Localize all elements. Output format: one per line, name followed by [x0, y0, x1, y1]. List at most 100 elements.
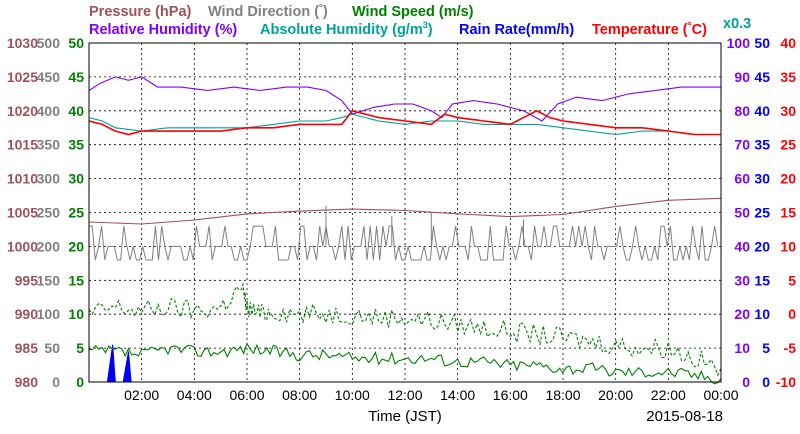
y-tick-humidity: 50 — [734, 205, 750, 221]
y-tick-wind_direction: 100 — [37, 306, 61, 322]
y-tick-temperature: -5 — [784, 340, 797, 356]
y-tick-pressure: 1010 — [7, 171, 38, 187]
series-layer — [88, 76, 722, 385]
y-tick-wind_speed: 15 — [68, 272, 84, 288]
x-tick-label: 08:00 — [282, 387, 317, 403]
y-tick-wind_speed: 50 — [68, 35, 84, 51]
series-temperature — [88, 109, 721, 136]
plot-frame — [88, 42, 722, 383]
y-tick-wind_speed: 25 — [68, 205, 84, 221]
y-tick-wind_speed: 40 — [68, 103, 84, 119]
y-tick-wind_speed: 0 — [76, 374, 84, 390]
y-tick-pressure: 990 — [15, 306, 39, 322]
series-humidity — [88, 76, 721, 122]
legend-wind-direction: Wind Direction (°) — [208, 3, 328, 20]
date-label: 2015-08-18 — [646, 408, 723, 425]
y-tick-temperature: 5 — [788, 272, 796, 288]
x-tick-label: 20:00 — [598, 387, 633, 403]
y-tick-rain_rate: 5 — [762, 340, 770, 356]
y-tick-pressure: 1020 — [7, 103, 38, 119]
x-tick-label: 18:00 — [545, 387, 580, 403]
y-tick-wind_direction: 150 — [37, 272, 61, 288]
y-tick-pressure: 980 — [15, 374, 39, 390]
y-tick-temperature: -10 — [776, 374, 796, 390]
y-tick-humidity: 10 — [734, 340, 750, 356]
y-tick-wind_speed: 30 — [68, 171, 84, 187]
y-tick-wind_speed: 20 — [68, 238, 84, 254]
x-tick-label: 12:00 — [387, 387, 422, 403]
y-tick-pressure: 1015 — [7, 137, 38, 153]
y-tick-humidity: 70 — [734, 137, 750, 153]
y-tick-temperature: 35 — [780, 69, 796, 85]
y-tick-rain_rate: 45 — [754, 69, 770, 85]
y-tick-pressure: 1025 — [7, 69, 38, 85]
y-tick-wind_direction: 500 — [37, 35, 61, 51]
y-tick-wind_speed: 35 — [68, 137, 84, 153]
x-tick-label: 02:00 — [124, 387, 159, 403]
y-tick-pressure: 995 — [15, 272, 39, 288]
y-tick-wind_speed: 45 — [68, 69, 84, 85]
y-tick-pressure: 985 — [15, 340, 39, 356]
x-tick-label: 10:00 — [335, 387, 370, 403]
y-axis-ticks: 1030102510201015101010051000995990985980… — [7, 35, 796, 390]
y-tick-rain_rate: 35 — [754, 137, 770, 153]
y-tick-temperature: 0 — [788, 306, 796, 322]
y-tick-humidity: 30 — [734, 272, 750, 288]
y-tick-rain_rate: 50 — [754, 35, 770, 51]
y-tick-humidity: 80 — [734, 103, 750, 119]
y-tick-wind_speed: 10 — [68, 306, 84, 322]
y-tick-humidity: 20 — [734, 306, 750, 322]
legend-rain-rate: Rain Rate(mm/h) — [459, 22, 574, 38]
legend-rain-scale: x0.3 — [723, 16, 751, 32]
y-tick-temperature: 30 — [780, 103, 796, 119]
y-tick-rain_rate: 15 — [754, 272, 770, 288]
x-tick-label: 16:00 — [493, 387, 528, 403]
y-tick-temperature: 40 — [780, 35, 796, 51]
y-tick-wind_direction: 300 — [37, 171, 61, 187]
y-tick-wind_direction: 200 — [37, 238, 61, 254]
y-tick-wind_speed: 5 — [76, 340, 84, 356]
grid — [89, 43, 721, 382]
x-tick-label: 00:00 — [703, 387, 738, 403]
y-tick-humidity: 90 — [734, 69, 750, 85]
legend-pressure: Pressure (hPa) — [89, 4, 192, 20]
y-tick-rain_rate: 40 — [754, 103, 770, 119]
y-tick-rain_rate: 30 — [754, 171, 770, 187]
x-tick-label: 14:00 — [440, 387, 475, 403]
y-tick-humidity: 100 — [727, 35, 751, 51]
legend-wind-speed: Wind Speed (m/s) — [352, 4, 474, 20]
series-wind-direction — [89, 205, 719, 261]
y-tick-temperature: 15 — [780, 205, 796, 221]
y-tick-temperature: 20 — [780, 171, 796, 187]
legend-absolute-humidity: Absolute Humidity (g/m3) — [260, 20, 433, 38]
y-tick-wind_direction: 50 — [44, 340, 60, 356]
legend: Pressure (hPa) Wind Direction (°) Wind S… — [89, 3, 751, 38]
x-tick-label: 06:00 — [229, 387, 264, 403]
series-pressure — [88, 197, 722, 225]
y-tick-wind_direction: 250 — [37, 205, 61, 221]
legend-temperature: Temperature (°C) — [592, 21, 707, 38]
x-tick-label: 22:00 — [651, 387, 686, 403]
y-tick-humidity: 60 — [734, 171, 750, 187]
y-tick-wind_direction: 0 — [52, 374, 60, 390]
y-tick-temperature: 10 — [780, 238, 796, 254]
y-tick-humidity: 40 — [734, 238, 750, 254]
y-tick-temperature: 25 — [780, 137, 796, 153]
x-axis-ticks: 02:00 04:00 06:00 08:00 10:00 12:00 14:00 16:00… — [124, 387, 739, 403]
y-tick-pressure: 1005 — [7, 205, 38, 221]
y-tick-wind_direction: 400 — [37, 103, 61, 119]
y-tick-humidity: 0 — [742, 374, 750, 390]
series-wind_speed — [88, 342, 722, 385]
legend-relative-humidity: Relative Humidity (%) — [89, 22, 237, 38]
series-abs_humidity — [88, 113, 721, 136]
y-tick-rain_rate: 20 — [754, 238, 770, 254]
x-tick-label: 04:00 — [177, 387, 212, 403]
y-tick-wind_direction: 350 — [37, 137, 61, 153]
y-tick-rain_rate: 25 — [754, 205, 770, 221]
y-tick-pressure: 1030 — [7, 35, 38, 51]
y-tick-rain_rate: 0 — [762, 374, 770, 390]
y-tick-rain_rate: 10 — [754, 306, 770, 322]
x-axis-label: Time (JST) — [368, 408, 442, 425]
y-tick-pressure: 1000 — [7, 238, 38, 254]
